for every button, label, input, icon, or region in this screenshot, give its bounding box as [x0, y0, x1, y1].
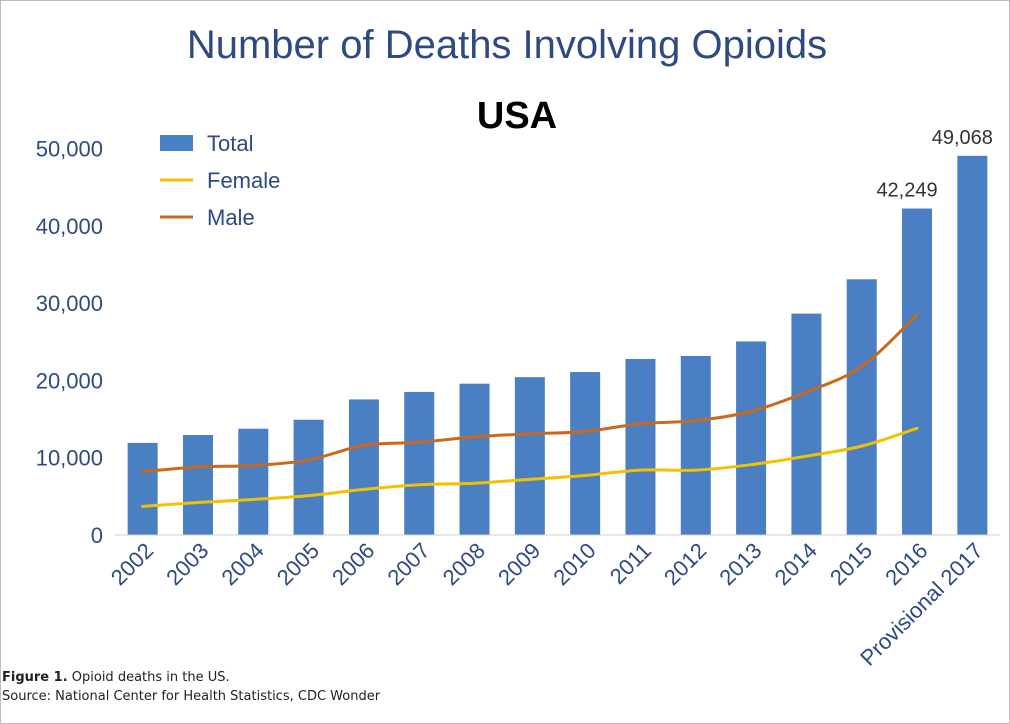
- figure-label: Figure 1.: [2, 670, 68, 685]
- chart-title: Number of Deaths Involving Opioids: [187, 23, 827, 67]
- legend-label-total: Total: [207, 131, 253, 156]
- y-tick-label: 30,000: [36, 291, 103, 316]
- figure-source: Source: National Center for Health Stati…: [2, 689, 381, 704]
- x-tick-label: 2012: [659, 538, 711, 590]
- x-tick-label: 2002: [106, 538, 158, 590]
- legend-label-female: Female: [207, 168, 280, 193]
- y-tick-label: 20,000: [36, 368, 103, 393]
- y-tick-label: 0: [91, 523, 103, 548]
- x-tick-label: 2006: [327, 538, 379, 590]
- y-axis: 0 10,000 20,000 30,000 40,000 50,000: [36, 137, 103, 548]
- y-tick-label: 50,000: [36, 137, 103, 162]
- bar-total-2006: [348, 399, 379, 535]
- bar-total-2011: [625, 358, 656, 535]
- x-tick-label: 2013: [714, 538, 766, 590]
- x-tick-label: 2008: [438, 538, 490, 590]
- x-tick-label: 2014: [770, 538, 822, 590]
- line-male: [141, 313, 919, 474]
- legend: Total Female Male: [160, 131, 280, 230]
- bar-series-total: [127, 155, 988, 535]
- bar-total-2003: [182, 435, 213, 535]
- bar-total-provisional-2017: [957, 155, 988, 535]
- x-tick-label: 2015: [825, 538, 877, 590]
- figure-caption: Figure 1. Opioid deaths in the US. Sourc…: [2, 668, 380, 706]
- bar-total-2013: [736, 341, 767, 535]
- bar-total-2008: [459, 383, 490, 535]
- bar-total-2007: [404, 391, 435, 535]
- x-tick-label: 2003: [161, 538, 213, 590]
- data-label: 42,249: [876, 180, 937, 202]
- figure-text: Opioid deaths in the US.: [67, 670, 230, 685]
- x-tick-label: 2011: [605, 538, 656, 589]
- x-axis: 2002 2003 2004 2005 2006 2007 2008 2009 2010 2011…: [106, 534, 1000, 671]
- bar-total-2009: [514, 377, 545, 535]
- data-label: 49,068: [932, 127, 993, 149]
- chart-subtitle: USA: [477, 95, 557, 137]
- x-tick-label: 2010: [548, 538, 600, 590]
- bar-total-2015: [846, 279, 877, 535]
- bar-total-2016: [902, 208, 933, 535]
- bar-total-2004: [238, 428, 269, 535]
- legend-label-male: Male: [207, 205, 255, 230]
- data-labels: 42,249 49,068: [876, 127, 992, 202]
- bar-total-2014: [791, 313, 822, 535]
- bar-total-2005: [293, 419, 324, 535]
- bar-total-2002: [127, 442, 158, 535]
- y-tick-label: 40,000: [36, 214, 103, 239]
- bar-total-2010: [570, 372, 601, 535]
- y-tick-label: 10,000: [36, 446, 103, 471]
- legend-swatch-total: [160, 135, 193, 151]
- x-tick-label: 2007: [382, 538, 434, 590]
- x-tick-label: 2009: [493, 538, 545, 590]
- line-female: [141, 426, 919, 508]
- x-tick-label: 2004: [217, 538, 269, 590]
- line-series: [141, 313, 919, 508]
- bar-total-2012: [680, 355, 711, 535]
- x-tick-label: 2005: [272, 538, 324, 590]
